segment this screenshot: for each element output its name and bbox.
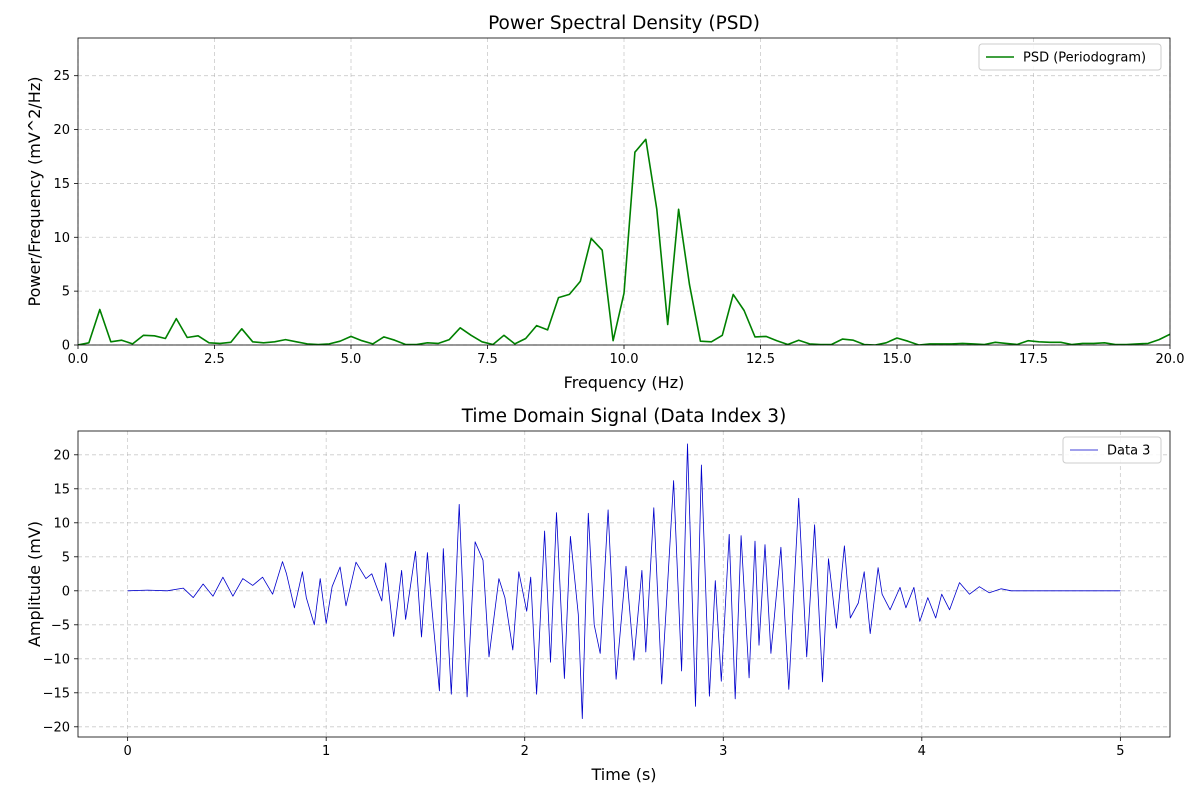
x-axis-label: Frequency (Hz) (564, 373, 685, 392)
x-tick-label: 1 (322, 744, 330, 759)
y-tick-label: 0 (62, 584, 70, 599)
y-tick-label: 5 (62, 550, 70, 565)
y-tick-label: 15 (53, 177, 70, 192)
x-tick-label: 7.5 (477, 352, 498, 367)
x-tick-label: 20.0 (1156, 352, 1185, 367)
y-tick-label: 20 (53, 448, 70, 463)
chart-title: Time Domain Signal (Data Index 3) (461, 406, 787, 427)
chart-panel-2: 0 1 2 3 4 5 −20 −15 −10 −5 0 5 10 15 20 Time Domain Sig… (25, 406, 1171, 784)
x-tick-label: 2.5 (204, 352, 225, 367)
legend-label: PSD (Periodogram) (1023, 51, 1146, 66)
chart-title: Power Spectral Density (PSD) (488, 13, 760, 34)
legend: PSD (Periodogram) (978, 43, 1162, 71)
y-tick-label: 25 (53, 69, 70, 84)
x-tick-label: 3 (719, 744, 727, 759)
y-tick-label: 0 (62, 339, 70, 354)
legend: Data 3 (1062, 436, 1162, 464)
legend-box (1062, 436, 1162, 464)
chart-panel-1: 0.0 2.5 5.0 7.5 10.0 12.5 15.0 17.5 20.0 0 5 10 15 20… (25, 13, 1184, 392)
x-tick-label: 10.0 (610, 352, 639, 367)
x-axis-label: Time (s) (590, 765, 656, 784)
x-tick-label: 5 (1116, 744, 1124, 759)
plot-frame (77, 430, 1171, 738)
series-line-1 (78, 138, 1170, 345)
y-tick-label: −5 (51, 618, 70, 633)
y-tick-label: 10 (53, 231, 70, 246)
series-line-1 (127, 443, 1121, 719)
x-tick-label: 15.0 (883, 352, 912, 367)
y-axis-label: Amplitude (mV) (25, 521, 44, 647)
x-tick-label: 0 (123, 744, 131, 759)
y-tick-label: −15 (43, 686, 70, 701)
x-tick-label: 0.0 (68, 352, 89, 367)
y-tick-label: 10 (53, 516, 70, 531)
x-tick-label: 5.0 (341, 352, 362, 367)
y-tick-label: −10 (43, 652, 70, 667)
x-tick-label: 4 (918, 744, 926, 759)
y-tick-label: 15 (53, 482, 70, 497)
x-tick-label: 17.5 (1019, 352, 1048, 367)
y-tick-label: 5 (62, 285, 70, 300)
y-axis-label: Power/Frequency (mV^2/Hz) (25, 77, 44, 307)
x-tick-label: 2 (521, 744, 529, 759)
y-tick-label: 20 (53, 123, 70, 138)
y-tick-label: −20 (43, 720, 70, 735)
x-tick-label: 12.5 (746, 352, 775, 367)
legend-label: Data 3 (1107, 444, 1150, 459)
legend-box (978, 43, 1162, 71)
